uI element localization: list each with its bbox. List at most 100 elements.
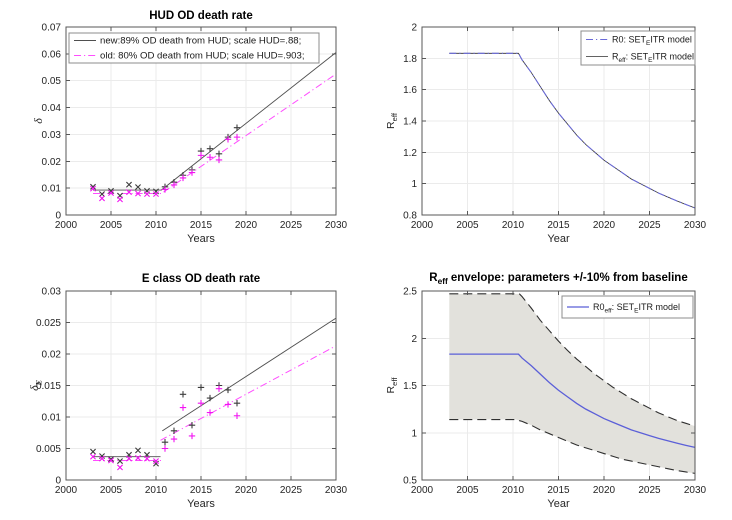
chart-reff-baseline: 2000 2005 2010 2015 2020 2025 2030 0.8 1 1.2 1.4 1.…	[366, 0, 732, 260]
series-old-data-2003-2010	[90, 453, 159, 471]
y-tick-label: 0.03	[42, 287, 62, 298]
x-tick-label: 2000	[55, 485, 78, 496]
y-tick-label: 0.06	[42, 49, 62, 60]
series-old-data-2011-2019	[161, 385, 241, 452]
y-tick-label: 0.04	[42, 103, 62, 114]
chart-e-class-od-death-rate: 2000 2005 2010 2015 2020 2025 2030 0 0.005 0.01 0.…	[0, 260, 366, 520]
x-tick-label: 2015	[190, 485, 213, 496]
y-tick-label: 0.025	[36, 318, 61, 329]
tick-labels: 2000 2005 2010 2015 2020 2025 2030 0 0.01 0.02 0.0…	[42, 23, 348, 232]
x-tick-label: 2010	[502, 485, 525, 496]
x-tick-label: 2025	[638, 220, 661, 231]
y-tick-label: 0	[55, 211, 61, 222]
series-new-fit-line	[93, 52, 337, 191]
x-tick-label: 2025	[638, 485, 661, 496]
y-tick-label: 1.5	[403, 381, 417, 392]
x-tick-label: 2010	[502, 220, 525, 231]
envelope-upper-bound	[449, 293, 696, 427]
y-tick-label: 2	[411, 23, 417, 34]
y-tick-label: 0.01	[42, 413, 62, 424]
tick-labels: 2000 2005 2010 2015 2020 2025 2030 0.5 1 1.5 2 2.5	[403, 287, 706, 497]
y-tick-label: 0.8	[403, 211, 417, 222]
x-tick-label: 2000	[411, 220, 434, 231]
chart-hud-od-death-rate: 2000 2005 2010 2015 2020 2025 2030 0 0.01 0.02 0.0…	[0, 0, 366, 260]
y-tick-label: 0.07	[42, 23, 62, 34]
x-tick-label: 2025	[280, 220, 303, 231]
series-old-fit-line	[93, 73, 337, 195]
chart-reff-envelope: 2000 2005 2010 2015 2020 2025 2030 0.5 1 1.5 2 2.5 R…	[366, 260, 732, 520]
axes-box	[65, 290, 337, 481]
series-r0eff-center	[449, 353, 696, 449]
x-tick-label: 2005	[100, 220, 123, 231]
x-tick-label: 2030	[325, 220, 348, 231]
chart-title: HUD OD death rate	[149, 10, 253, 22]
y-tick-label: 0.02	[42, 157, 62, 168]
y-axis-label: δE​	[27, 379, 43, 391]
axes-box	[65, 26, 337, 216]
x-tick-label: 2015	[190, 220, 213, 231]
tick-labels: 2000 2005 2010 2015 2020 2025 2030 0 0.005 0.01 0.…	[36, 287, 348, 497]
y-axis-label: δ	[31, 118, 45, 124]
panel-reff-envelope: 2000 2005 2010 2015 2020 2025 2030 0.5 1 1.5 2 2.5 R…	[366, 260, 732, 520]
legend-box	[580, 30, 696, 66]
x-tick-label: 2010	[145, 220, 168, 231]
legend-entry-label: new:89% OD death from HUD; scale HUD=.88…	[100, 36, 301, 47]
x-tick-label: 2005	[456, 485, 479, 496]
x-axis-label: Years	[187, 498, 215, 510]
x-tick-label: 2020	[235, 220, 258, 231]
envelope-lower-bound	[449, 418, 696, 474]
y-tick-label: 0.5	[403, 476, 417, 487]
x-tick-label: 2025	[280, 485, 303, 496]
y-tick-label: 0.005	[36, 444, 61, 455]
legend-entry-label: old: 80% OD death from HUD; scale HUD=.9…	[100, 51, 305, 62]
legend: R0: SETE​ITR model Reff​: SETE​ITR model	[580, 30, 696, 66]
x-tick-label: 2000	[411, 485, 434, 496]
x-tick-label: 2010	[145, 485, 168, 496]
y-tick-label: 0	[55, 476, 61, 487]
x-tick-label: 2020	[235, 485, 258, 496]
x-tick-label: 2015	[547, 485, 570, 496]
legend-entry-label: R0: SETE​ITR model	[612, 35, 692, 48]
panel-hud-od-death-rate: 2000 2005 2010 2015 2020 2025 2030 0 0.01 0.02 0.0…	[0, 0, 366, 260]
axes-box	[421, 26, 696, 216]
x-tick-label: 2020	[593, 220, 616, 231]
panel-e-class-od-death-rate: 2000 2005 2010 2015 2020 2025 2030 0 0.005 0.01 0.…	[0, 260, 366, 520]
x-tick-label: 2005	[456, 220, 479, 231]
y-tick-label: 2	[411, 334, 417, 345]
panel-reff-baseline: 2000 2005 2010 2015 2020 2025 2030 0.8 1 1.2 1.4 1.…	[366, 0, 732, 260]
y-tick-label: 0.05	[42, 76, 62, 87]
series-new-fit-rise	[162, 317, 337, 432]
y-tick-label: 2.5	[403, 287, 417, 298]
y-tick-label: 0.01	[42, 184, 62, 195]
y-tick-label: 1.8	[403, 54, 417, 65]
legend-entry-label: R0eff​: SETE​ITR model	[593, 302, 680, 315]
x-tick-label: 2030	[684, 485, 707, 496]
envelope-fill	[449, 293, 695, 474]
x-tick-label: 2030	[684, 220, 707, 231]
legend: R0eff​: SETE​ITR model	[561, 295, 694, 319]
series-old-fit-rise	[160, 345, 337, 441]
y-tick-label: 1.2	[403, 148, 417, 159]
x-axis-label: Year	[547, 233, 570, 245]
y-tick-label: 1.4	[403, 117, 417, 128]
x-axis-label: Years	[187, 233, 215, 245]
legend: new:89% OD death from HUD; scale HUD=.88…	[68, 32, 320, 64]
y-axis-label: Reff​	[385, 112, 399, 129]
tick-labels: 2000 2005 2010 2015 2020 2025 2030 0.8 1 1.2 1.4 1.…	[403, 23, 706, 232]
series-old-data-2011-2019	[161, 133, 241, 193]
legend-box	[68, 32, 320, 64]
y-tick-label: 0.015	[36, 381, 61, 392]
series-old-data-2003-2010	[90, 185, 159, 203]
y-axis-label: Reff​	[385, 377, 399, 394]
x-tick-label: 2000	[55, 220, 78, 231]
x-axis-label: Year	[547, 498, 570, 510]
legend-entry-label: Reff​: SETE​ITR model	[612, 52, 694, 64]
series-r0-curve	[449, 52, 696, 209]
x-tick-label: 2030	[325, 485, 348, 496]
legend-box	[561, 295, 694, 319]
chart-title: E class OD death rate	[142, 273, 260, 285]
panel-background	[0, 260, 366, 520]
x-tick-label: 2015	[547, 220, 570, 231]
x-tick-label: 2005	[100, 485, 123, 496]
series-new-data-2011-2019	[161, 382, 241, 446]
